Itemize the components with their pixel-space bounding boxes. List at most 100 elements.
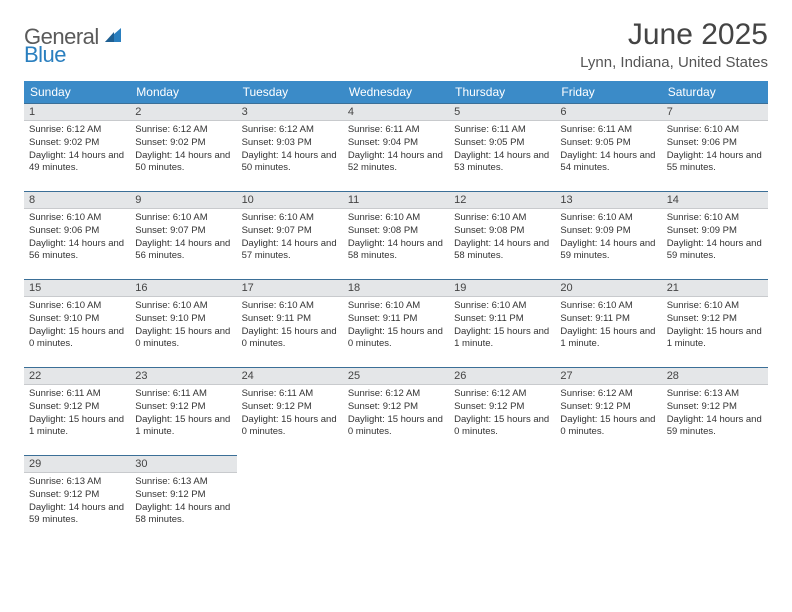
sunrise-line: Sunrise: 6:10 AM (454, 300, 550, 313)
day-number: 12 (449, 191, 555, 209)
sunrise-line: Sunrise: 6:12 AM (348, 388, 444, 401)
sunset-line: Sunset: 9:12 PM (667, 401, 763, 414)
daylight-line: Daylight: 15 hours and 0 minutes. (242, 414, 338, 440)
month-title: June 2025 (580, 18, 768, 52)
daylight-line: Daylight: 15 hours and 0 minutes. (454, 414, 550, 440)
day-details: Sunrise: 6:10 AMSunset: 9:11 PMDaylight:… (555, 297, 661, 353)
day-number: 4 (343, 103, 449, 121)
calendar-cell: 2Sunrise: 6:12 AMSunset: 9:02 PMDaylight… (130, 103, 236, 191)
sunrise-line: Sunrise: 6:12 AM (560, 388, 656, 401)
sunrise-line: Sunrise: 6:10 AM (29, 300, 125, 313)
daylight-line: Daylight: 14 hours and 56 minutes. (135, 238, 231, 264)
day-details: Sunrise: 6:10 AMSunset: 9:06 PMDaylight:… (24, 209, 130, 265)
weekday-header-row: SundayMondayTuesdayWednesdayThursdayFrid… (24, 81, 768, 103)
sunrise-line: Sunrise: 6:11 AM (29, 388, 125, 401)
sunrise-line: Sunrise: 6:10 AM (242, 300, 338, 313)
sunrise-line: Sunrise: 6:12 AM (454, 388, 550, 401)
sunrise-line: Sunrise: 6:11 AM (242, 388, 338, 401)
calendar-cell: 17Sunrise: 6:10 AMSunset: 9:11 PMDayligh… (237, 279, 343, 367)
calendar-cell: 14Sunrise: 6:10 AMSunset: 9:09 PMDayligh… (662, 191, 768, 279)
calendar-cell: 26Sunrise: 6:12 AMSunset: 9:12 PMDayligh… (449, 367, 555, 455)
day-number: 1 (24, 103, 130, 121)
calendar-page: General June 2025 Lynn, Indiana, United … (0, 0, 792, 543)
calendar-cell: 12Sunrise: 6:10 AMSunset: 9:08 PMDayligh… (449, 191, 555, 279)
day-number: 11 (343, 191, 449, 209)
daylight-line: Daylight: 14 hours and 50 minutes. (242, 150, 338, 176)
day-details: Sunrise: 6:10 AMSunset: 9:11 PMDaylight:… (449, 297, 555, 353)
calendar-row: 15Sunrise: 6:10 AMSunset: 9:10 PMDayligh… (24, 279, 768, 367)
daylight-line: Daylight: 14 hours and 57 minutes. (242, 238, 338, 264)
title-block: June 2025 Lynn, Indiana, United States (580, 18, 768, 71)
sunset-line: Sunset: 9:04 PM (348, 137, 444, 150)
calendar-cell: 18Sunrise: 6:10 AMSunset: 9:11 PMDayligh… (343, 279, 449, 367)
sunset-line: Sunset: 9:08 PM (454, 225, 550, 238)
daylight-line: Daylight: 15 hours and 0 minutes. (29, 326, 125, 352)
day-number: 22 (24, 367, 130, 385)
sunset-line: Sunset: 9:11 PM (242, 313, 338, 326)
weekday-header: Friday (555, 81, 661, 103)
calendar-cell: 25Sunrise: 6:12 AMSunset: 9:12 PMDayligh… (343, 367, 449, 455)
weekday-header: Tuesday (237, 81, 343, 103)
day-number: 27 (555, 367, 661, 385)
day-number: 6 (555, 103, 661, 121)
day-number: 5 (449, 103, 555, 121)
sunrise-line: Sunrise: 6:12 AM (135, 124, 231, 137)
sunset-line: Sunset: 9:07 PM (135, 225, 231, 238)
day-details: Sunrise: 6:13 AMSunset: 9:12 PMDaylight:… (662, 385, 768, 441)
daylight-line: Daylight: 14 hours and 50 minutes. (135, 150, 231, 176)
day-number: 24 (237, 367, 343, 385)
day-details: Sunrise: 6:12 AMSunset: 9:12 PMDaylight:… (449, 385, 555, 441)
sunrise-line: Sunrise: 6:10 AM (348, 212, 444, 225)
calendar-cell: 20Sunrise: 6:10 AMSunset: 9:11 PMDayligh… (555, 279, 661, 367)
sunrise-line: Sunrise: 6:13 AM (135, 476, 231, 489)
day-details: Sunrise: 6:12 AMSunset: 9:12 PMDaylight:… (555, 385, 661, 441)
daylight-line: Daylight: 14 hours and 53 minutes. (454, 150, 550, 176)
calendar-cell: 3Sunrise: 6:12 AMSunset: 9:03 PMDaylight… (237, 103, 343, 191)
daylight-line: Daylight: 15 hours and 1 minute. (454, 326, 550, 352)
sunrise-line: Sunrise: 6:10 AM (560, 212, 656, 225)
calendar-row: 1Sunrise: 6:12 AMSunset: 9:02 PMDaylight… (24, 103, 768, 191)
sunset-line: Sunset: 9:02 PM (135, 137, 231, 150)
sunrise-line: Sunrise: 6:10 AM (348, 300, 444, 313)
day-number: 30 (130, 455, 236, 473)
daylight-line: Daylight: 15 hours and 1 minute. (135, 414, 231, 440)
day-details: Sunrise: 6:10 AMSunset: 9:08 PMDaylight:… (343, 209, 449, 265)
day-number: 7 (662, 103, 768, 121)
day-number: 13 (555, 191, 661, 209)
calendar-row: 22Sunrise: 6:11 AMSunset: 9:12 PMDayligh… (24, 367, 768, 455)
day-details: Sunrise: 6:10 AMSunset: 9:09 PMDaylight:… (555, 209, 661, 265)
calendar-cell (237, 455, 343, 543)
calendar-cell (662, 455, 768, 543)
calendar-cell: 10Sunrise: 6:10 AMSunset: 9:07 PMDayligh… (237, 191, 343, 279)
sunrise-line: Sunrise: 6:11 AM (135, 388, 231, 401)
daylight-line: Daylight: 14 hours and 49 minutes. (29, 150, 125, 176)
daylight-line: Daylight: 14 hours and 55 minutes. (667, 150, 763, 176)
header: General June 2025 Lynn, Indiana, United … (24, 18, 768, 71)
day-details: Sunrise: 6:10 AMSunset: 9:10 PMDaylight:… (24, 297, 130, 353)
calendar-cell (449, 455, 555, 543)
sunset-line: Sunset: 9:02 PM (29, 137, 125, 150)
sunrise-line: Sunrise: 6:10 AM (667, 300, 763, 313)
daylight-line: Daylight: 15 hours and 0 minutes. (135, 326, 231, 352)
sunset-line: Sunset: 9:08 PM (348, 225, 444, 238)
sunrise-line: Sunrise: 6:11 AM (560, 124, 656, 137)
day-details: Sunrise: 6:11 AMSunset: 9:04 PMDaylight:… (343, 121, 449, 177)
day-details: Sunrise: 6:12 AMSunset: 9:02 PMDaylight:… (24, 121, 130, 177)
day-details: Sunrise: 6:11 AMSunset: 9:12 PMDaylight:… (24, 385, 130, 441)
daylight-line: Daylight: 14 hours and 59 minutes. (560, 238, 656, 264)
sunset-line: Sunset: 9:12 PM (242, 401, 338, 414)
day-details: Sunrise: 6:10 AMSunset: 9:11 PMDaylight:… (343, 297, 449, 353)
day-number: 9 (130, 191, 236, 209)
sunrise-line: Sunrise: 6:10 AM (560, 300, 656, 313)
sunset-line: Sunset: 9:10 PM (135, 313, 231, 326)
sunset-line: Sunset: 9:05 PM (454, 137, 550, 150)
day-number: 25 (343, 367, 449, 385)
daylight-line: Daylight: 14 hours and 58 minutes. (135, 502, 231, 528)
calendar-cell: 9Sunrise: 6:10 AMSunset: 9:07 PMDaylight… (130, 191, 236, 279)
weekday-header: Thursday (449, 81, 555, 103)
day-details: Sunrise: 6:13 AMSunset: 9:12 PMDaylight:… (24, 473, 130, 529)
day-number: 19 (449, 279, 555, 297)
sunset-line: Sunset: 9:11 PM (348, 313, 444, 326)
day-details: Sunrise: 6:10 AMSunset: 9:06 PMDaylight:… (662, 121, 768, 177)
calendar-cell: 16Sunrise: 6:10 AMSunset: 9:10 PMDayligh… (130, 279, 236, 367)
